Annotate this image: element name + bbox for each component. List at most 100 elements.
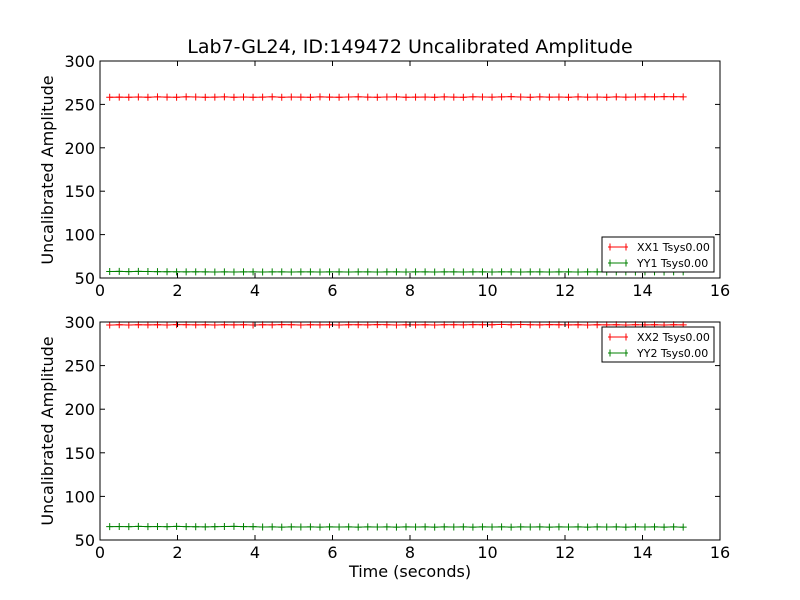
data-point-marker bbox=[383, 93, 391, 101]
data-point-marker bbox=[268, 321, 276, 329]
data-point-marker bbox=[392, 321, 400, 329]
data-point-marker bbox=[249, 268, 257, 276]
x-tick-label: 14 bbox=[632, 281, 652, 300]
data-point-marker bbox=[526, 268, 534, 276]
data-point-marker bbox=[612, 523, 620, 531]
data-point-marker bbox=[478, 93, 486, 101]
y-tick-label: 50 bbox=[75, 269, 95, 288]
data-point-marker bbox=[297, 268, 305, 276]
data-point-marker bbox=[230, 93, 238, 101]
data-point-marker bbox=[201, 523, 209, 531]
data-point-marker bbox=[622, 93, 630, 101]
data-point-marker bbox=[545, 268, 553, 276]
x-tick-label: 0 bbox=[95, 543, 105, 562]
data-point-marker bbox=[153, 93, 161, 101]
legend-marker bbox=[609, 259, 627, 267]
data-point-marker bbox=[459, 93, 467, 101]
data-point-marker bbox=[287, 523, 295, 531]
data-point-marker bbox=[106, 321, 114, 329]
data-point-marker bbox=[545, 93, 553, 101]
data-point-marker bbox=[182, 523, 190, 531]
data-point-marker bbox=[249, 93, 257, 101]
data-point-marker bbox=[564, 321, 572, 329]
data-point-marker bbox=[574, 523, 582, 531]
y-tick-label: 100 bbox=[64, 487, 95, 506]
data-point-marker bbox=[316, 321, 324, 329]
data-point-marker bbox=[459, 321, 467, 329]
data-point-marker bbox=[220, 268, 228, 276]
legend-marker bbox=[609, 349, 627, 357]
data-point-marker bbox=[679, 93, 687, 101]
data-point-marker bbox=[345, 268, 353, 276]
data-point-marker bbox=[603, 93, 611, 101]
data-point-marker bbox=[144, 321, 152, 329]
data-point-marker bbox=[412, 93, 420, 101]
data-point-marker bbox=[153, 522, 161, 530]
data-point-marker bbox=[574, 93, 582, 101]
y-axis-label: Uncalibrated Amplitude bbox=[38, 336, 57, 525]
data-point-marker bbox=[278, 93, 286, 101]
data-point-marker bbox=[211, 523, 219, 531]
data-point-marker bbox=[536, 268, 544, 276]
data-point-marker bbox=[670, 93, 678, 101]
data-point-marker bbox=[421, 268, 429, 276]
data-point-marker bbox=[335, 93, 343, 101]
data-point-marker bbox=[555, 268, 563, 276]
y-tick-label: 200 bbox=[64, 400, 95, 419]
data-point-marker bbox=[593, 93, 601, 101]
x-axis-label: Time (seconds) bbox=[348, 562, 471, 581]
x-tick-label: 12 bbox=[555, 281, 575, 300]
x-tick-label: 8 bbox=[405, 543, 415, 562]
data-point-marker bbox=[287, 93, 295, 101]
data-point-marker bbox=[679, 523, 687, 531]
data-point-marker bbox=[498, 268, 506, 276]
data-point-marker bbox=[163, 523, 171, 531]
data-point-marker bbox=[660, 523, 668, 531]
data-point-marker bbox=[115, 267, 123, 275]
data-point-marker bbox=[488, 523, 496, 531]
data-point-marker bbox=[364, 321, 372, 329]
y-tick-label: 250 bbox=[64, 357, 95, 376]
data-point-marker bbox=[507, 268, 515, 276]
data-point-marker bbox=[412, 523, 420, 531]
data-point-marker bbox=[440, 93, 448, 101]
data-point-marker bbox=[106, 93, 114, 101]
data-point-marker bbox=[306, 93, 314, 101]
data-point-marker bbox=[335, 523, 343, 531]
data-point-marker bbox=[612, 93, 620, 101]
data-point-marker bbox=[498, 523, 506, 531]
data-point-marker bbox=[268, 93, 276, 101]
data-point-marker bbox=[345, 523, 353, 531]
data-point-marker bbox=[507, 523, 515, 531]
data-point-marker bbox=[507, 93, 515, 101]
data-point-marker bbox=[134, 267, 142, 275]
data-point-marker bbox=[631, 93, 639, 101]
data-point-marker bbox=[297, 93, 305, 101]
data-point-marker bbox=[240, 268, 248, 276]
data-point-marker bbox=[431, 321, 439, 329]
data-point-marker bbox=[450, 93, 458, 101]
legend-entry: XX1 Tsys0.00 bbox=[637, 241, 710, 254]
data-point-marker bbox=[431, 523, 439, 531]
data-point-marker bbox=[192, 93, 200, 101]
legend-box bbox=[601, 236, 715, 273]
data-point-marker bbox=[440, 523, 448, 531]
data-point-marker bbox=[115, 93, 123, 101]
x-tick-label: 8 bbox=[405, 281, 415, 300]
data-point-marker bbox=[220, 93, 228, 101]
data-point-marker bbox=[201, 268, 209, 276]
data-point-marker bbox=[564, 93, 572, 101]
data-point-marker bbox=[402, 523, 410, 531]
data-point-marker bbox=[125, 93, 133, 101]
data-point-marker bbox=[584, 321, 592, 329]
x-tick-label: 16 bbox=[710, 281, 730, 300]
data-point-marker bbox=[259, 523, 267, 531]
data-point-marker bbox=[383, 268, 391, 276]
legend-entry: YY2 Tsys0.00 bbox=[636, 347, 708, 360]
data-point-marker bbox=[517, 523, 525, 531]
chart-title: Lab7-GL24, ID:149472 Uncalibrated Amplit… bbox=[187, 36, 632, 58]
x-tick-label: 12 bbox=[555, 543, 575, 562]
data-point-marker bbox=[287, 268, 295, 276]
data-point-marker bbox=[182, 93, 190, 101]
data-point-marker bbox=[220, 522, 228, 530]
